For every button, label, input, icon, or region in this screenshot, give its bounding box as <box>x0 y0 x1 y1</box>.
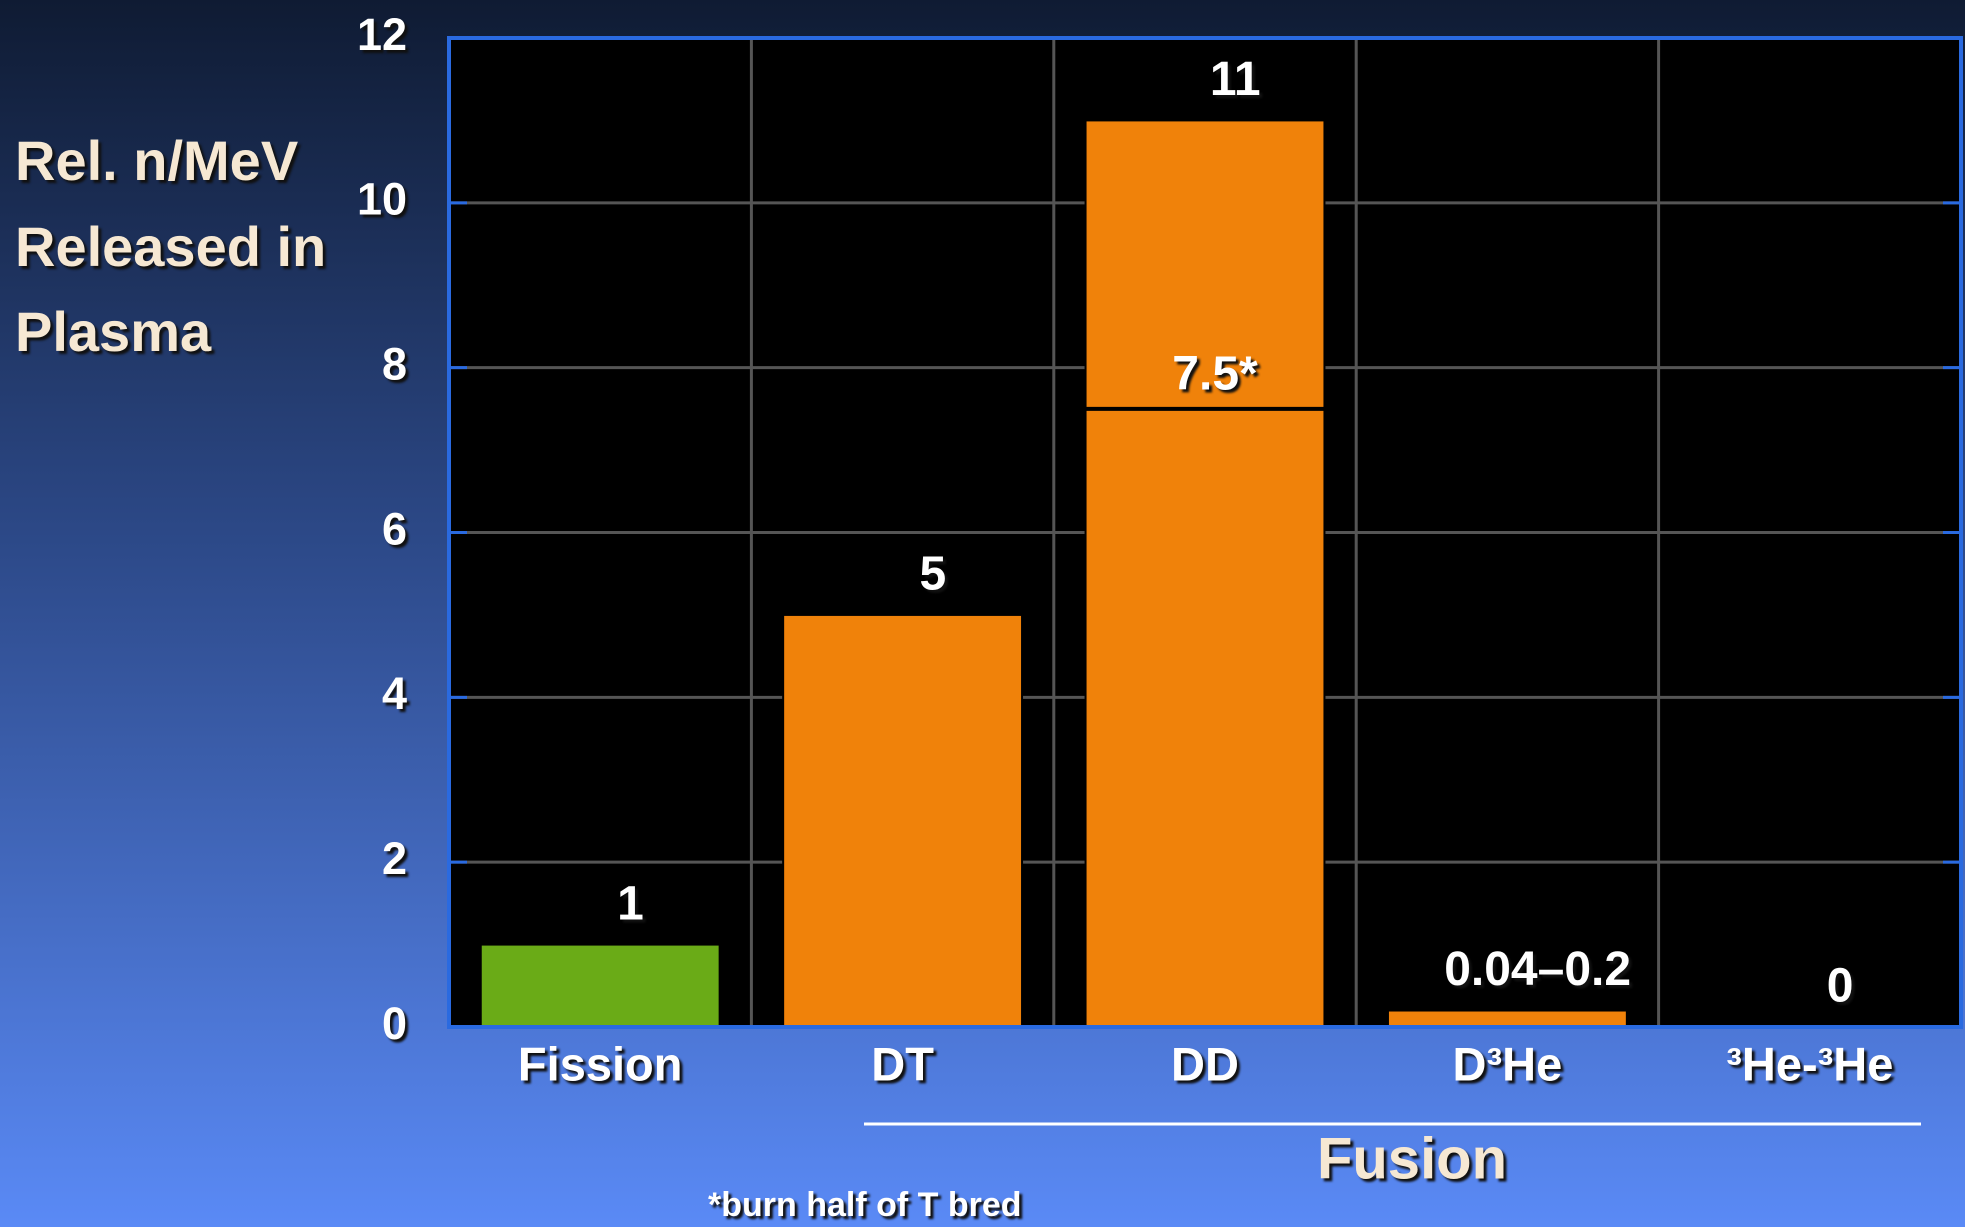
value-label: 11 <box>1210 53 1261 106</box>
footnote: *burn half of T bred <box>708 1186 1022 1224</box>
x-tick-label: D³He <box>1453 1037 1563 1090</box>
y-axis-label-line: Released in <box>15 215 326 278</box>
y-tick-label: 6 <box>382 503 407 554</box>
bar <box>1084 119 1326 1028</box>
y-axis-label-line: Rel. n/MeV <box>15 129 298 192</box>
y-axis-label-line: Plasma <box>15 300 212 363</box>
x-tick-label: DT <box>871 1037 934 1090</box>
plot-frame <box>447 36 1963 1029</box>
y-tick-label: 12 <box>357 9 407 60</box>
y-tick-label: 8 <box>382 339 407 390</box>
x-tick-label: Fission <box>518 1037 683 1090</box>
bar <box>479 943 721 1028</box>
value-label: 0 <box>1827 960 1854 1013</box>
y-tick-label: 10 <box>357 174 407 225</box>
group-label: Fusion <box>1317 1126 1507 1191</box>
bar <box>1386 1009 1628 1028</box>
y-tick-label: 2 <box>382 833 407 884</box>
bar <box>782 613 1024 1029</box>
value-label: 0.04–0.2 <box>1444 943 1631 996</box>
value-label: 5 <box>919 548 946 601</box>
x-tick-label: ³He-³He <box>1726 1037 1893 1090</box>
y-tick-label: 4 <box>382 668 407 719</box>
value-label: 1 <box>617 877 644 930</box>
x-tick-label: DD <box>1171 1037 1239 1090</box>
y-tick-label: 0 <box>382 998 407 1049</box>
marker-label: 7.5* <box>1172 348 1258 401</box>
